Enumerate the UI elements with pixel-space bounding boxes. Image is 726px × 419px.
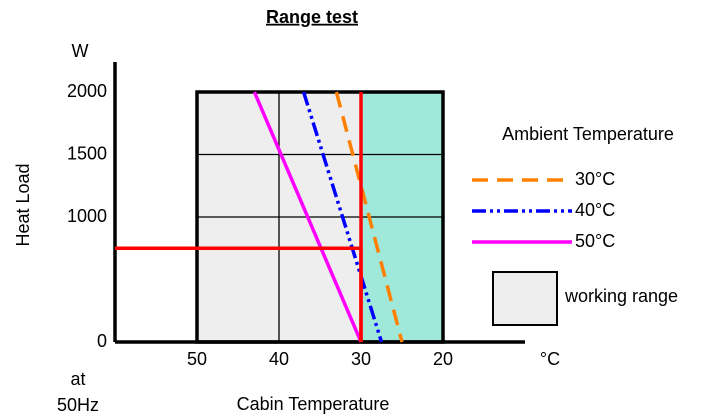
- series-line: [334, 91, 404, 343]
- x-tick-label: 30: [351, 349, 371, 369]
- x-tick-label: 20: [433, 349, 453, 369]
- x-unit: °C: [540, 349, 560, 369]
- y-tick-label: 2000: [67, 81, 107, 101]
- series-line: [252, 91, 363, 343]
- x-note: 50Hz: [57, 395, 99, 415]
- legend-label: 50°C: [575, 231, 615, 251]
- legend-swatch: [492, 271, 558, 326]
- legend-label: 40°C: [575, 200, 615, 220]
- y-axis-title: Heat Load: [13, 163, 33, 246]
- x-tick-label: 40: [269, 349, 289, 369]
- y-unit: W: [72, 41, 89, 61]
- y-tick-label: 1500: [67, 143, 107, 163]
- series-line: [301, 91, 384, 343]
- legend-label: working range: [564, 286, 678, 306]
- x-note: at: [70, 369, 85, 389]
- y-tick-label: 1000: [67, 206, 107, 226]
- x-tick-label: 50: [187, 349, 207, 369]
- y-tick-label: 0: [97, 331, 107, 351]
- legend-label: 30°C: [575, 169, 615, 189]
- chart-title: Range test: [266, 7, 358, 27]
- legend-title: Ambient Temperature: [502, 124, 674, 144]
- x-axis-title: Cabin Temperature: [237, 394, 390, 414]
